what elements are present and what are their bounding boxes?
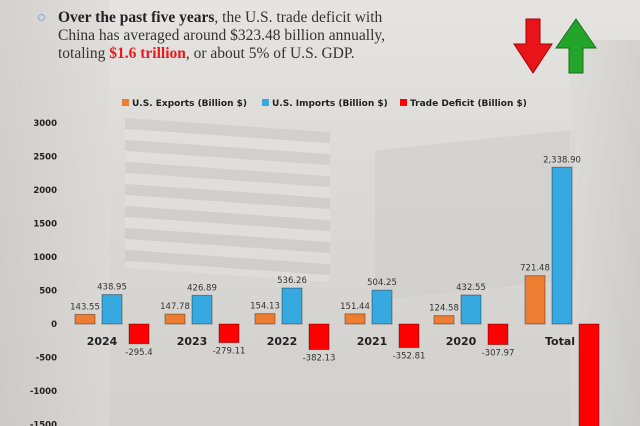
bar <box>433 315 455 325</box>
arrow-up-green-icon <box>555 18 597 74</box>
y-tick-label: 1000 <box>33 253 57 263</box>
summary-part-2: , or about 5% of U.S. GDP. <box>185 45 355 62</box>
data-label: -307.97 <box>482 349 515 359</box>
bar <box>101 294 123 325</box>
data-label: 124.58 <box>429 304 459 314</box>
category-label: Total <box>545 335 575 348</box>
category-label: 2020 <box>446 335 477 348</box>
data-label: 438.95 <box>97 283 127 293</box>
data-label: -295.4 <box>125 348 152 358</box>
legend-swatch <box>262 99 269 106</box>
data-label: -352.81 <box>393 352 426 362</box>
data-label: 147.78 <box>160 302 190 312</box>
bar <box>218 323 240 344</box>
y-tick-label: 500 <box>39 287 57 297</box>
data-label: 432.55 <box>456 283 486 293</box>
y-tick-label: -1500 <box>30 421 57 426</box>
bar <box>128 323 150 345</box>
legend-swatch <box>400 99 407 106</box>
y-tick-label: 1500 <box>33 220 57 230</box>
bar <box>460 294 482 325</box>
data-label: 721.48 <box>520 264 550 274</box>
y-tick-label: 0 <box>51 320 57 330</box>
data-label: -279.11 <box>213 347 246 357</box>
summary-lead: Over the past five years <box>58 9 215 26</box>
background-capitol <box>0 0 110 426</box>
bullet-icon <box>38 14 45 21</box>
bar <box>551 166 573 325</box>
legend-label: U.S. Imports (Billion $) <box>272 99 388 109</box>
data-label: 151.44 <box>340 302 370 312</box>
data-label: 426.89 <box>187 283 217 293</box>
bar <box>191 294 213 325</box>
data-label: 504.25 <box>367 278 397 288</box>
bar <box>281 287 303 325</box>
category-label: 2023 <box>177 335 208 348</box>
data-label: 154.13 <box>250 302 280 312</box>
y-tick-label: -1000 <box>30 387 57 397</box>
summary-text: Over the past five years, the U.S. trade… <box>58 9 418 63</box>
bar <box>371 289 393 325</box>
bar <box>578 323 600 426</box>
data-label: -382.13 <box>303 354 336 364</box>
y-tick-label: 3000 <box>33 119 57 129</box>
bar <box>308 323 330 351</box>
arrow-down-red-icon <box>513 18 553 74</box>
bar <box>74 313 96 325</box>
y-tick-label: 2500 <box>33 153 57 163</box>
summary-part-1: , the U.S. trade deficit with China has … <box>58 9 385 62</box>
bar <box>487 323 509 346</box>
category-label: 2021 <box>357 335 388 348</box>
legend-label: Trade Deficit (Billion $) <box>410 99 527 109</box>
bar <box>398 323 420 349</box>
category-label: 2024 <box>87 335 118 348</box>
y-tick-label: -500 <box>36 354 57 364</box>
summary-highlight: $1.6 trillion <box>109 45 186 62</box>
y-tick-label: 2000 <box>33 186 57 196</box>
data-label: 2,338.90 <box>543 155 581 165</box>
legend-label: U.S. Exports (Billion $) <box>132 99 247 109</box>
legend-swatch <box>122 99 129 106</box>
bar <box>164 313 186 325</box>
bar <box>524 275 546 325</box>
data-label: 536.26 <box>277 276 307 286</box>
bar <box>344 313 366 325</box>
data-label: 143.55 <box>70 302 100 312</box>
bar <box>254 313 276 325</box>
category-label: 2022 <box>267 335 298 348</box>
